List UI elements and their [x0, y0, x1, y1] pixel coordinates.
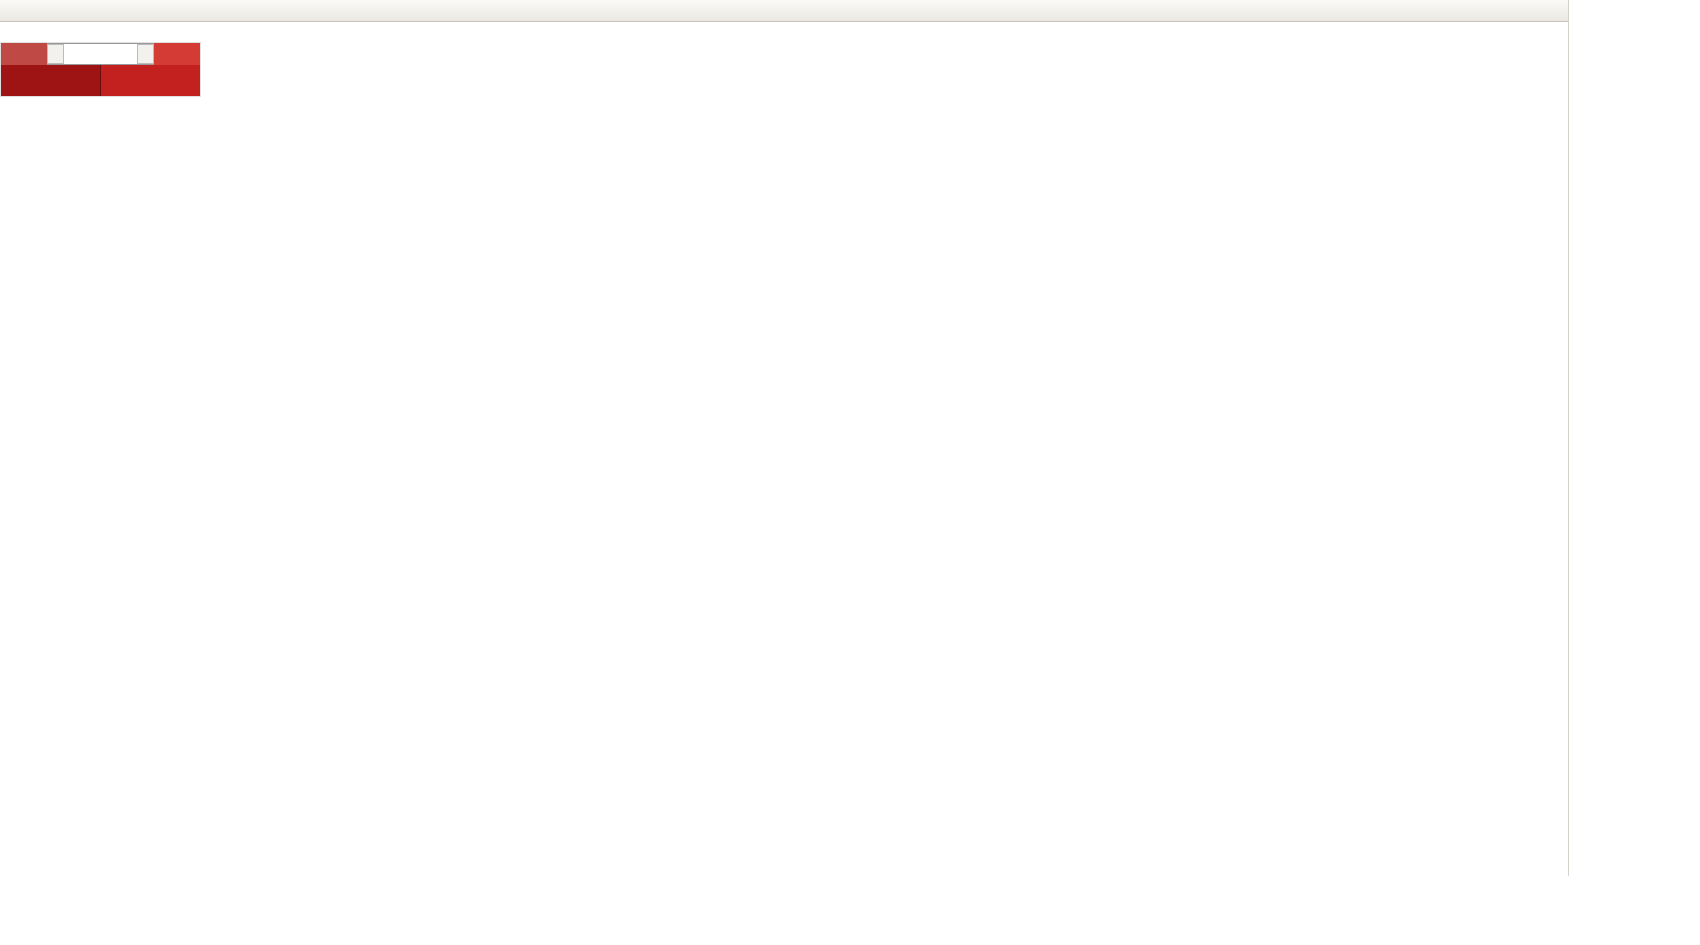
chart-canvas[interactable] — [0, 22, 1568, 876]
buy-price[interactable] — [101, 65, 200, 96]
buy-button[interactable] — [154, 43, 200, 65]
chart-area[interactable] — [0, 22, 1568, 876]
volume-input[interactable] — [64, 44, 137, 64]
sell-price[interactable] — [1, 65, 100, 96]
volume-decrease-button[interactable] — [47, 44, 64, 64]
terminal-frame — [0, 0, 1569, 876]
volume-control — [47, 43, 154, 65]
sell-button[interactable] — [1, 43, 47, 65]
toolbar — [0, 0, 1568, 22]
volume-increase-button[interactable] — [137, 44, 154, 64]
one-click-trading-panel — [1, 43, 200, 96]
